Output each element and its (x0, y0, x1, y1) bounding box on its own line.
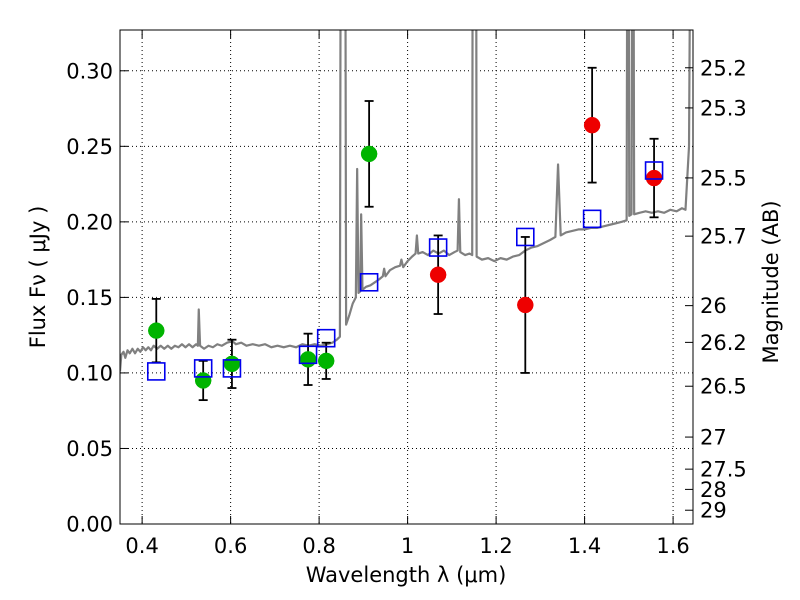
blue-model-square (193, 359, 213, 378)
y-tick-label: 0.20 (66, 210, 113, 234)
green-data-point (299, 351, 317, 368)
blue-model-square (146, 362, 166, 381)
tick-marks (120, 30, 693, 525)
magnitude-tick-label: 29 (700, 499, 727, 523)
magnitude-tick-label: 26.2 (700, 331, 747, 355)
x-tick-label: 1.6 (656, 534, 689, 558)
x-tick-label: 0.4 (125, 534, 158, 558)
y-tick-label: 0.05 (66, 437, 113, 461)
y-axis-label: Flux Fν ( μJy ) (26, 206, 50, 349)
x-tick-label: 1 (401, 534, 414, 558)
green-data-point (148, 322, 165, 339)
magnitude-tick-label: 28 (700, 478, 727, 502)
blue-model-square (516, 227, 535, 247)
blue-model-square (428, 238, 448, 257)
green-data-point (360, 145, 378, 163)
magnitude-tick-label: 25.5 (700, 166, 747, 190)
magnitude-tick-label: 25.3 (700, 96, 747, 120)
x-tick-label: 0.8 (302, 534, 335, 558)
right-y-axis-label: Magnitude (AB) (759, 200, 783, 363)
magnitude-tick-label: 27 (700, 426, 727, 450)
model-spectrum-line (120, 30, 691, 372)
red-data-point (583, 116, 601, 134)
green-data-point (317, 352, 335, 370)
x-tick-label: 1.4 (568, 534, 601, 558)
y-tick-label: 0.15 (66, 286, 113, 310)
x-tick-label: 1.2 (479, 534, 512, 558)
blue-model-square (359, 272, 379, 292)
magnitude-tick-label: 25.2 (700, 56, 747, 80)
axes-frame (119, 29, 694, 525)
magnitude-tick-label: 25.7 (700, 225, 747, 249)
magnitude-tick-label: 27.5 (700, 458, 747, 482)
magnitude-tick-label: 26 (700, 294, 727, 318)
green-data-point (194, 372, 212, 389)
y-tick-label: 0.30 (66, 59, 113, 83)
blue-model-square (582, 209, 602, 229)
x-axis-label: Wavelength λ (μm) (306, 563, 507, 587)
plot-area (120, 30, 691, 402)
x-tick-label: 0.6 (214, 534, 247, 558)
red-data-point (517, 296, 534, 314)
blue-model-square (644, 161, 664, 180)
blue-model-square (298, 345, 318, 365)
blue-model-square (222, 359, 242, 378)
y-tick-label: 0.10 (66, 361, 113, 385)
red-data-point (645, 169, 663, 187)
red-data-point (429, 266, 447, 283)
tick-labels: 0.4 0.6 0.8 1 1.2 1.4 1.6 0.00 0.05 0.10 0.15 0.20 0… (66, 56, 747, 558)
blue-model-square (316, 328, 336, 348)
y-tick-label: 0.00 (66, 513, 113, 537)
magnitude-tick-label: 26.5 (700, 375, 747, 399)
green-data-point (223, 355, 241, 373)
y-tick-label: 0.25 (66, 135, 113, 159)
